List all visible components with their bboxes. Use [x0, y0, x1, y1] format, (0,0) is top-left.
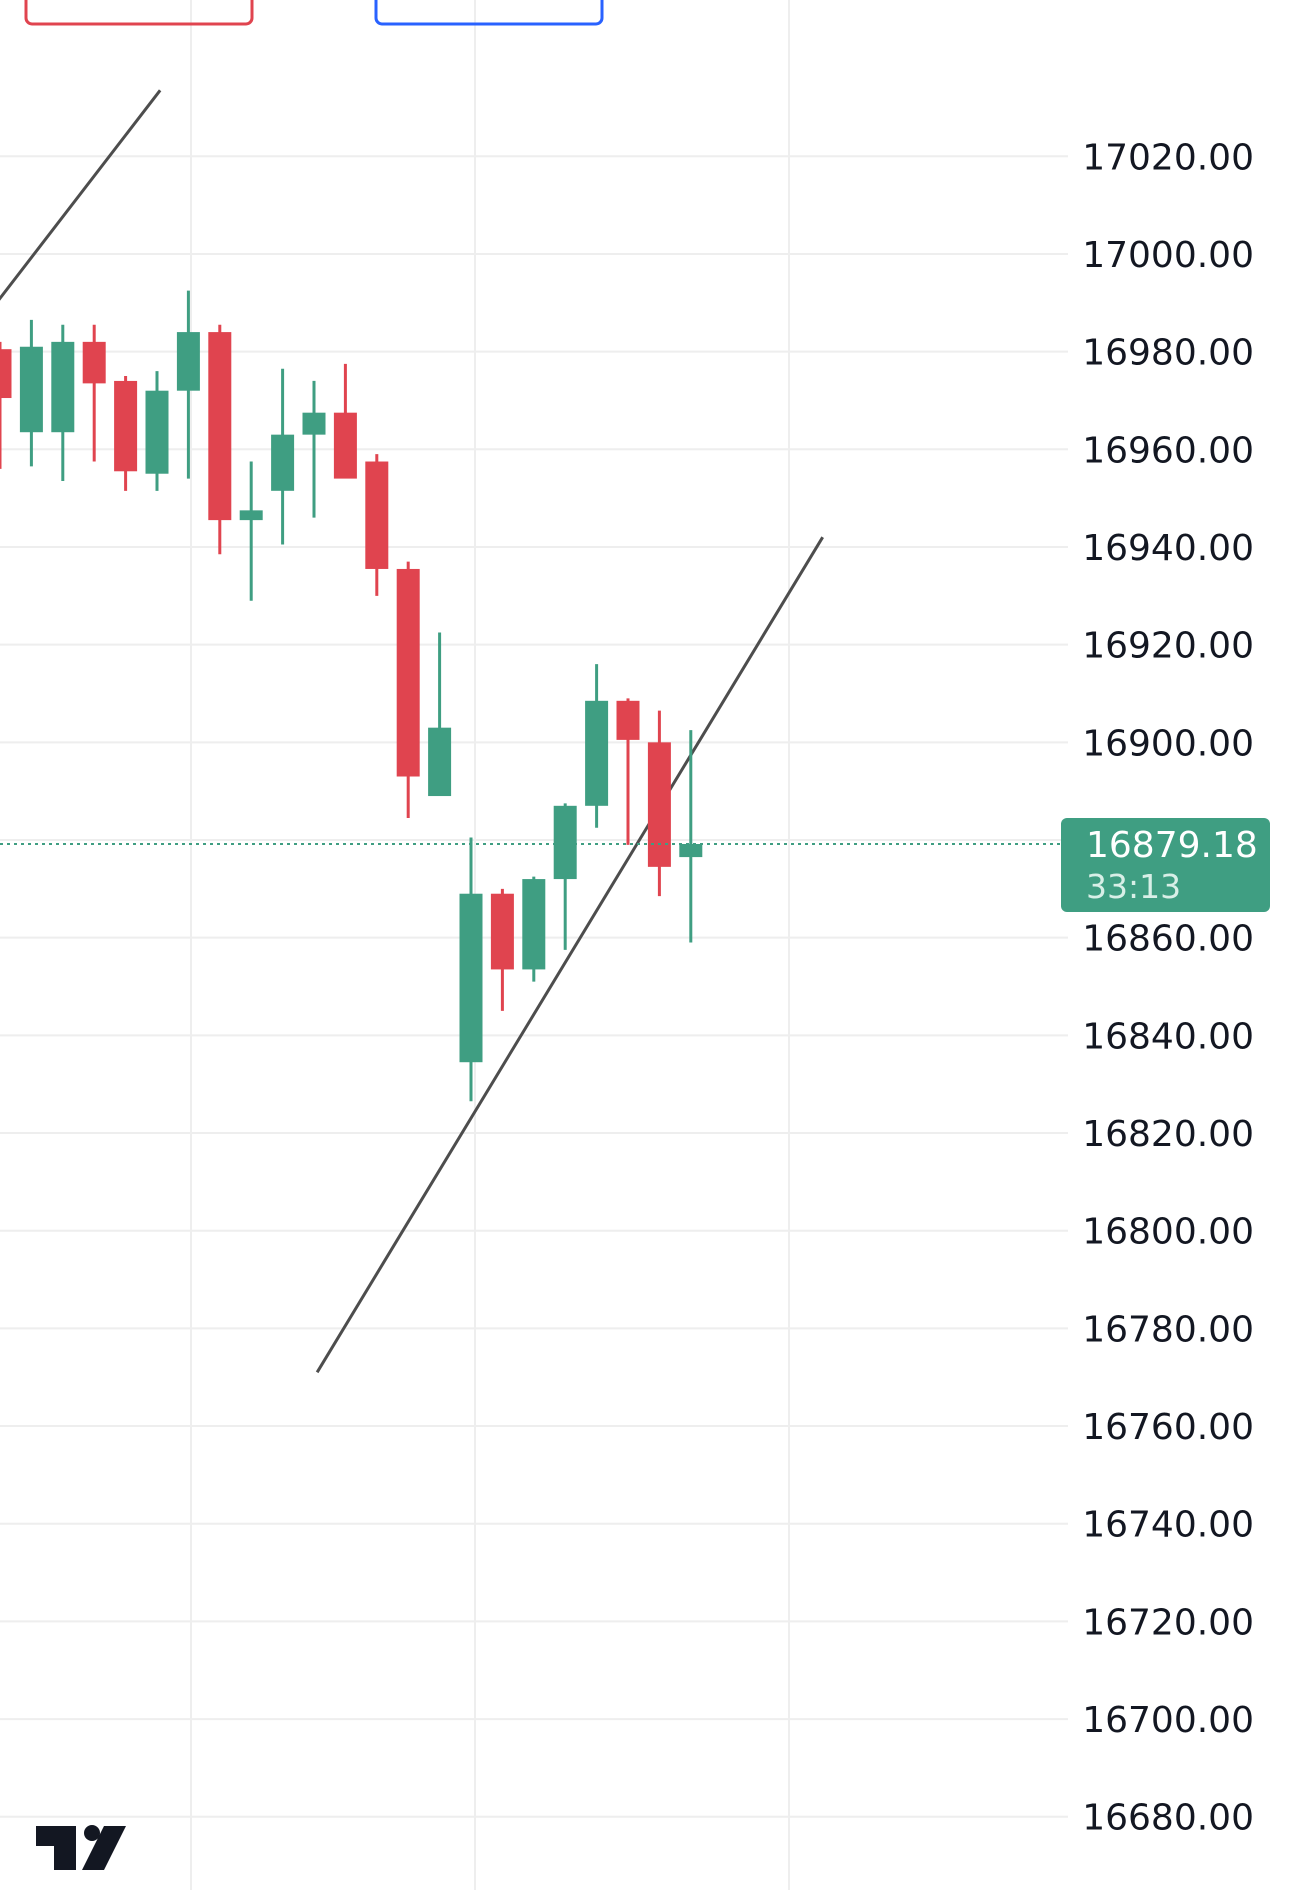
candle[interactable] [114, 376, 138, 491]
candle-body [553, 805, 577, 880]
candle[interactable] [82, 324, 106, 462]
candle-body [333, 412, 357, 479]
candle[interactable] [145, 371, 169, 491]
last-price-tag: 16879.18 33:13 [1061, 818, 1270, 913]
price-axis-tick-label: 17020.00 [1082, 137, 1254, 178]
logo-part-v [82, 1826, 126, 1870]
price-axis-tick-label: 16980.00 [1082, 333, 1254, 374]
candle-countdown: 33:13 [1086, 867, 1181, 906]
price-axis-tick-label: 16800.00 [1082, 1212, 1254, 1253]
candle-body [271, 434, 295, 491]
price-axis-tick-label: 16960.00 [1082, 430, 1254, 471]
candle-body [239, 510, 263, 521]
trendline-1[interactable] [0, 89, 162, 301]
candle[interactable] [19, 319, 43, 467]
price-axis-tick-label: 16940.00 [1082, 528, 1254, 569]
candle[interactable] [302, 380, 326, 518]
candle[interactable] [585, 664, 609, 828]
price-axis-tick-label: 16680.00 [1082, 1798, 1254, 1839]
candles-layer[interactable] [0, 290, 703, 1102]
price-axis-tick-label: 16740.00 [1082, 1505, 1254, 1546]
trendline-2[interactable] [315, 536, 824, 1374]
candle-body [428, 727, 452, 797]
candle-body [679, 844, 703, 858]
candle[interactable] [647, 710, 671, 897]
price-axis[interactable]: 17020.00 17000.00 16980.00 16960.00 16940.00… [1082, 137, 1254, 1838]
candle[interactable] [490, 888, 514, 1011]
candle-body [82, 341, 106, 384]
candle-body [585, 700, 609, 806]
candle-body [176, 332, 200, 391]
price-axis-tick-label: 16860.00 [1082, 919, 1254, 960]
price-axis-tick-label: 16760.00 [1082, 1407, 1254, 1448]
tradingview-logo-icon[interactable] [36, 1825, 126, 1870]
candle[interactable] [396, 561, 420, 819]
candle[interactable] [679, 730, 703, 943]
candle-body [647, 742, 671, 867]
candle[interactable] [271, 368, 295, 545]
price-axis-tick-label: 16920.00 [1082, 626, 1254, 667]
candle-body [302, 412, 326, 435]
logo-part-t [36, 1826, 76, 1870]
candle-body [459, 893, 483, 1063]
rectangle-drawing-blue[interactable] [374, 0, 604, 26]
candle-body [396, 568, 420, 777]
price-axis-tick-label: 16840.00 [1082, 1016, 1254, 1057]
candle[interactable] [553, 803, 577, 950]
candle[interactable] [522, 876, 546, 982]
candle[interactable] [333, 363, 357, 479]
price-axis-tick-label: 17000.00 [1082, 235, 1254, 276]
candle-body [114, 380, 138, 472]
logo-part-dot [84, 1825, 100, 1841]
drawing-boxes[interactable] [24, 0, 604, 26]
candle[interactable] [365, 454, 389, 596]
candle[interactable] [0, 341, 12, 469]
candle-body [522, 879, 546, 970]
candle[interactable] [208, 324, 232, 555]
price-axis-tick-label: 16700.00 [1082, 1700, 1254, 1741]
candle-body [145, 390, 169, 474]
candle-body [51, 341, 75, 433]
price-axis-tick-label: 16820.00 [1082, 1114, 1254, 1155]
candle[interactable] [428, 632, 452, 797]
candle-body [208, 332, 232, 521]
candle-body [490, 893, 514, 970]
candle[interactable] [459, 837, 483, 1102]
price-axis-tick-label: 16900.00 [1082, 723, 1254, 764]
candle[interactable] [176, 290, 200, 479]
candle[interactable] [51, 324, 75, 482]
candle-body [19, 346, 43, 433]
candle[interactable] [616, 698, 640, 845]
last-price-tag-background [1061, 818, 1270, 913]
price-axis-tick-label: 16720.00 [1082, 1602, 1254, 1643]
candle-body [0, 349, 12, 399]
candle-body [616, 700, 640, 740]
trendline-layer[interactable] [0, 89, 824, 1374]
rectangle-drawing-red[interactable] [24, 0, 254, 26]
candle-body [365, 461, 389, 569]
last-price-value: 16879.18 [1086, 825, 1258, 866]
price-axis-tick-label: 16780.00 [1082, 1309, 1254, 1350]
candle[interactable] [239, 461, 263, 601]
